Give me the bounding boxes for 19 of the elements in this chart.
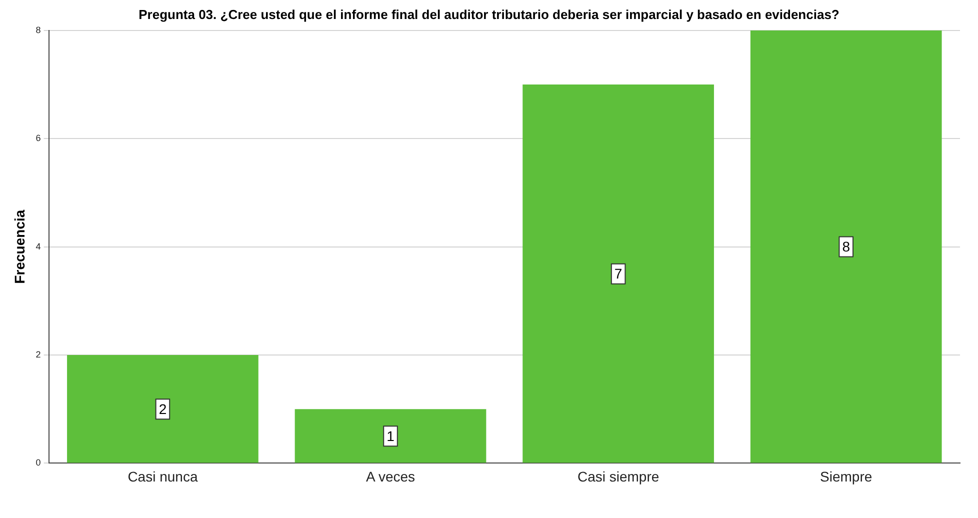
y-tick-label: 8 [36, 24, 41, 35]
data-label: 1 [386, 428, 395, 444]
y-axis-title: Frecuencia [11, 210, 28, 284]
bar [294, 409, 486, 463]
data-label: 2 [158, 400, 167, 417]
x-tick-label: A veces [366, 468, 416, 484]
bar [522, 84, 714, 463]
data-label: 8 [842, 238, 850, 255]
bar [67, 355, 258, 463]
y-tick-label: 2 [36, 349, 41, 360]
y-tick-label: 4 [36, 241, 41, 252]
y-tick-label: 0 [36, 458, 41, 468]
chart-title: Pregunta 03. ¿Cree usted que el informe final del auditor tributario deberia ser imparcial y basado en evidencias? [138, 7, 840, 22]
data-label: 7 [614, 266, 622, 282]
x-tick-label: Casi nunca [128, 468, 198, 484]
x-tick-label: Siempre [820, 468, 872, 484]
x-tick-label: Casi siempre [577, 468, 660, 484]
bar [750, 30, 942, 463]
y-tick-label: 6 [36, 133, 41, 144]
